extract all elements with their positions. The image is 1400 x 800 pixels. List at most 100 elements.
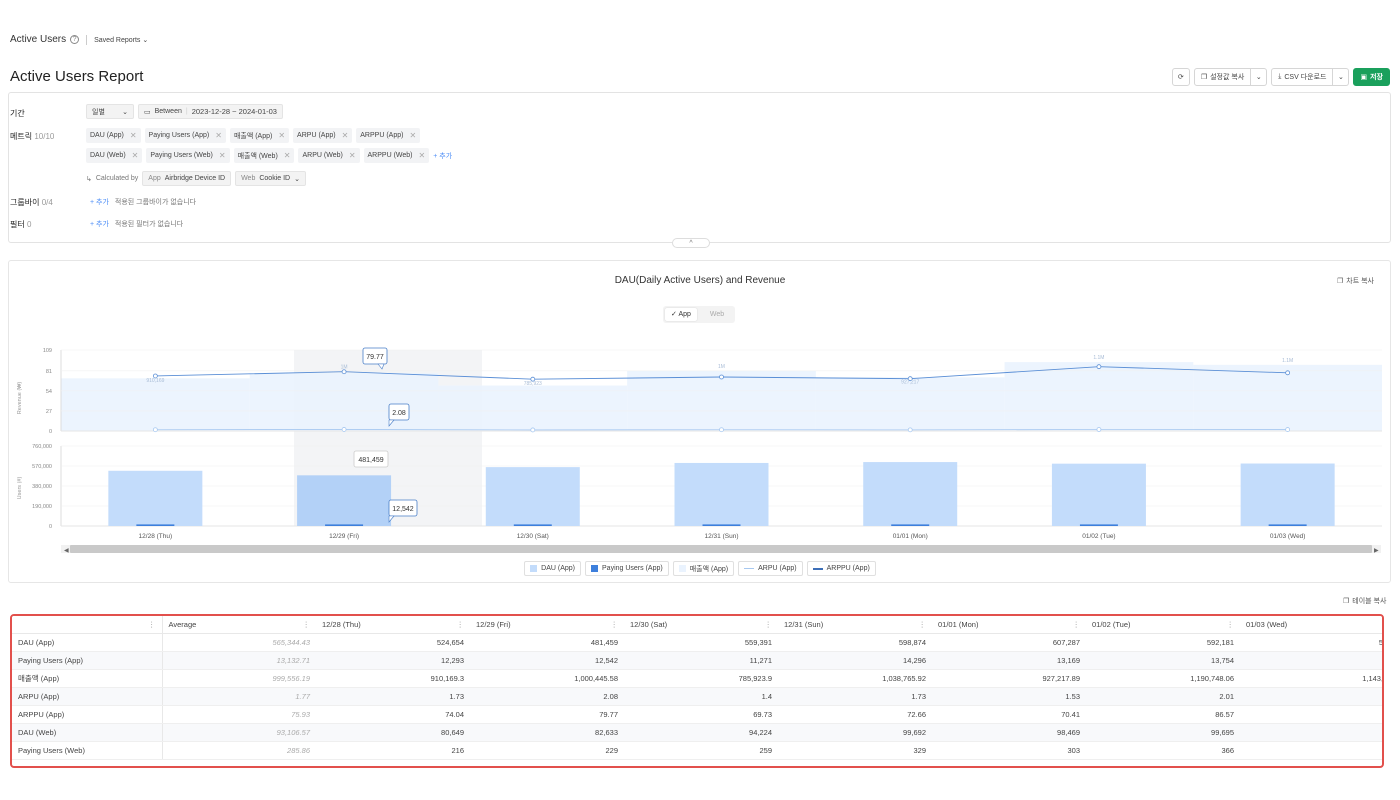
value-cell: 910,169.3: [316, 669, 470, 688]
value-cell: 82,633: [470, 723, 624, 742]
column-menu-icon[interactable]: ⋮: [610, 620, 619, 629]
period-unit-select[interactable]: 일별 ⌄: [86, 104, 134, 119]
arppu-point: [530, 376, 536, 382]
revenue-data-label: 1M: [718, 364, 725, 370]
revenue-data-label: 927,217: [901, 379, 919, 385]
value-cell: 366: [1086, 741, 1240, 760]
column-menu-icon[interactable]: ⋮: [918, 620, 927, 629]
legend-swatch: [812, 567, 823, 570]
svg-text:12,542: 12,542: [392, 506, 414, 513]
scroll-right-icon[interactable]: ▶: [1374, 548, 1379, 554]
copy-table-button[interactable]: ❐ 테이블 복사: [1343, 598, 1387, 605]
column-header[interactable]: Average ⋮: [162, 616, 316, 634]
x-tick-label: 01/01 (Mon): [893, 533, 928, 540]
arppu-point: [1285, 370, 1291, 376]
metric-chip[interactable]: Paying Users (Web) ✕: [146, 148, 230, 163]
close-icon[interactable]: ✕: [278, 131, 286, 140]
breadcrumb-page[interactable]: Active Users: [10, 34, 67, 45]
tab-app[interactable]: ✓ App: [665, 308, 697, 321]
tab-web[interactable]: Web: [709, 311, 725, 318]
csv-download-button[interactable]: ⤓ CSV 다운로드: [1271, 68, 1334, 86]
add-metric-link[interactable]: + 추가: [433, 152, 453, 160]
close-icon[interactable]: ✕: [348, 151, 356, 160]
row-label: DAU (Web): [12, 723, 163, 742]
metric-chip[interactable]: ARPPU (Web) ✕: [363, 148, 430, 163]
column-header[interactable]: 12/31 (Sun) ⋮: [778, 616, 932, 634]
legend-paying-app[interactable]: Paying Users (App): [585, 561, 669, 576]
value-cell: 69.73: [624, 705, 778, 724]
metric-chip[interactable]: 매출액 (Web) ✕: [233, 148, 295, 163]
calc-app-select[interactable]: App Airbridge Device ID: [142, 171, 232, 186]
close-icon[interactable]: ✕: [283, 151, 291, 160]
column-header[interactable]: 01/01 (Mon) ⋮: [932, 616, 1086, 634]
close-icon[interactable]: ✕: [409, 131, 417, 140]
data-table: ⋮ Average ⋮ 12/28 (Thu) ⋮ 12/29 (Fri) ⋮ 12/…: [10, 614, 1384, 768]
column-header[interactable]: 01/03 (Wed): [1240, 616, 1382, 634]
value-cell: 1.73: [316, 687, 470, 706]
copy-icon: ❐: [1200, 74, 1208, 81]
legend-arpu-app[interactable]: ARPU (App): [738, 561, 803, 576]
legend-arppu-app[interactable]: ARPPU (App): [806, 561, 876, 576]
help-icon[interactable]: ?: [70, 35, 80, 44]
close-icon[interactable]: ✕: [418, 151, 426, 160]
tooltip-arpu: 2.08: [388, 403, 410, 427]
metric-chip[interactable]: ARPU (Web) ✕: [298, 148, 360, 163]
column-header[interactable]: 12/30 (Sat) ⋮: [624, 616, 778, 634]
column-menu-icon[interactable]: ⋮: [302, 620, 311, 629]
average-cell: 999,556.19: [162, 669, 316, 688]
value-cell: 559,391: [624, 633, 778, 652]
date-range-picker[interactable]: ▭ Between | 2023-12-28 ~ 2024-01-03: [138, 104, 283, 119]
copy-settings-menu-button[interactable]: ⌄: [1251, 68, 1268, 86]
column-header[interactable]: 12/28 (Thu) ⋮: [316, 616, 470, 634]
metric-chip[interactable]: 매출액 (App) ✕: [229, 128, 290, 143]
chevron-down-icon: ⌄: [142, 36, 149, 44]
refresh-button[interactable]: ⟳: [1171, 68, 1190, 86]
metrics-app-chips: DAU (App) ✕ Paying Users (App) ✕ 매출액 (App)…: [86, 128, 424, 143]
metric-chip[interactable]: ARPU (App) ✕: [293, 128, 353, 143]
copy-settings-button[interactable]: ❐ 설정값 복사: [1193, 68, 1252, 86]
row-label: Paying Users (Web): [12, 741, 163, 760]
close-icon[interactable]: ✕: [215, 131, 222, 140]
saved-reports-dropdown[interactable]: Saved Reports ⌄: [94, 36, 149, 44]
add-groupby-link[interactable]: + 추가: [90, 199, 109, 206]
metric-chip[interactable]: ARPPU (App) ✕: [356, 128, 421, 143]
close-icon[interactable]: ✕: [341, 131, 349, 140]
close-icon[interactable]: ✕: [131, 151, 139, 160]
value-cell: 74.04: [316, 705, 470, 724]
legend-dau-app[interactable]: DAU (App): [524, 561, 582, 576]
row-label: 매출액 (App): [12, 669, 163, 688]
paying-users-bar: [513, 524, 552, 526]
y-tick-label: 27: [46, 409, 52, 415]
add-filter-link[interactable]: + 추가: [90, 221, 109, 228]
chart-svg: 0 27 54 81 109 0 190,000 380,000 570,000 760,000…: [17, 347, 1382, 554]
collapse-panel-button[interactable]: ^: [672, 238, 710, 248]
scroll-left-icon[interactable]: ◀: [64, 548, 69, 554]
calc-web-select[interactable]: Web Cookie ID ⌄: [235, 171, 306, 186]
metric-chip[interactable]: DAU (App) ✕: [86, 128, 141, 143]
chevron-down-icon: ⌄: [122, 108, 128, 116]
save-button[interactable]: ▣ 저장: [1353, 68, 1390, 86]
column-header[interactable]: 01/02 (Tue) ⋮: [1086, 616, 1240, 634]
refresh-icon: ⟳: [1177, 74, 1184, 81]
value-cell: 72.66: [778, 705, 932, 724]
metric-chip[interactable]: Paying Users (App) ✕: [144, 128, 226, 143]
csv-menu-button[interactable]: ⌄: [1333, 68, 1350, 86]
legend-swatch: [678, 565, 686, 572]
dau-bar: [485, 467, 580, 526]
paying-users-bar: [1079, 524, 1118, 526]
copy-chart-button[interactable]: ❐ 차트 복사: [1337, 278, 1374, 285]
page-title: Active Users Report: [10, 68, 144, 85]
revenue-area: [61, 378, 250, 431]
column-menu-icon[interactable]: ⋮: [1072, 620, 1081, 629]
scrollbar-thumb[interactable]: [70, 545, 1372, 553]
column-menu-icon[interactable]: ⋮: [456, 620, 465, 629]
column-menu-icon[interactable]: ⋮: [148, 620, 156, 629]
close-icon[interactable]: ✕: [218, 151, 226, 160]
column-header[interactable]: 12/29 (Fri) ⋮: [470, 616, 624, 634]
column-menu-icon[interactable]: ⋮: [764, 620, 773, 629]
legend-revenue-app[interactable]: 매출액 (App): [672, 561, 735, 576]
metric-chip[interactable]: DAU (Web) ✕: [86, 148, 143, 163]
close-icon[interactable]: ✕: [129, 131, 137, 140]
revenue-area: [438, 385, 628, 431]
column-menu-icon[interactable]: ⋮: [1226, 620, 1235, 629]
